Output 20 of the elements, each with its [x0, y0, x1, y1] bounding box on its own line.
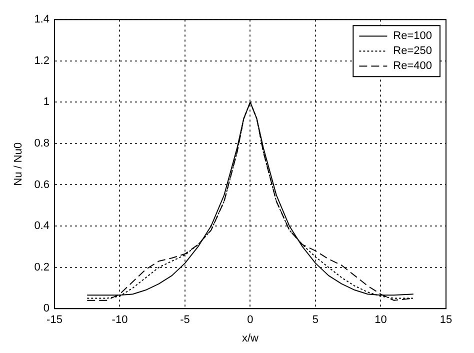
y-axis-title: Nu / Nu0 [12, 142, 25, 186]
y-tick-label: 0.2 [34, 261, 50, 274]
x-tick-label: -15 [46, 314, 62, 326]
x-tick-label: 15 [440, 314, 452, 326]
x-tick-label: -10 [112, 314, 128, 326]
y-tick-label: 0.4 [34, 220, 50, 232]
x-axis-title: x/w [242, 332, 259, 344]
legend-label: Re=100 [393, 30, 432, 42]
legend-label: Re=250 [393, 45, 432, 58]
legend-label: Re=400 [393, 60, 432, 72]
y-tick-label: 1.4 [34, 14, 50, 26]
y-tick-label: 1.2 [34, 54, 50, 67]
y-tick-label: 0.6 [34, 178, 50, 191]
y-tick-label: 0.8 [34, 137, 50, 150]
x-tick-label: -5 [180, 314, 190, 326]
y-tick-label: 1 [43, 96, 50, 108]
y-tick-label: 0 [43, 302, 50, 315]
x-tick-label: 5 [312, 314, 319, 326]
x-tick-label: 0 [247, 314, 254, 326]
x-tick-label: 10 [374, 314, 387, 326]
